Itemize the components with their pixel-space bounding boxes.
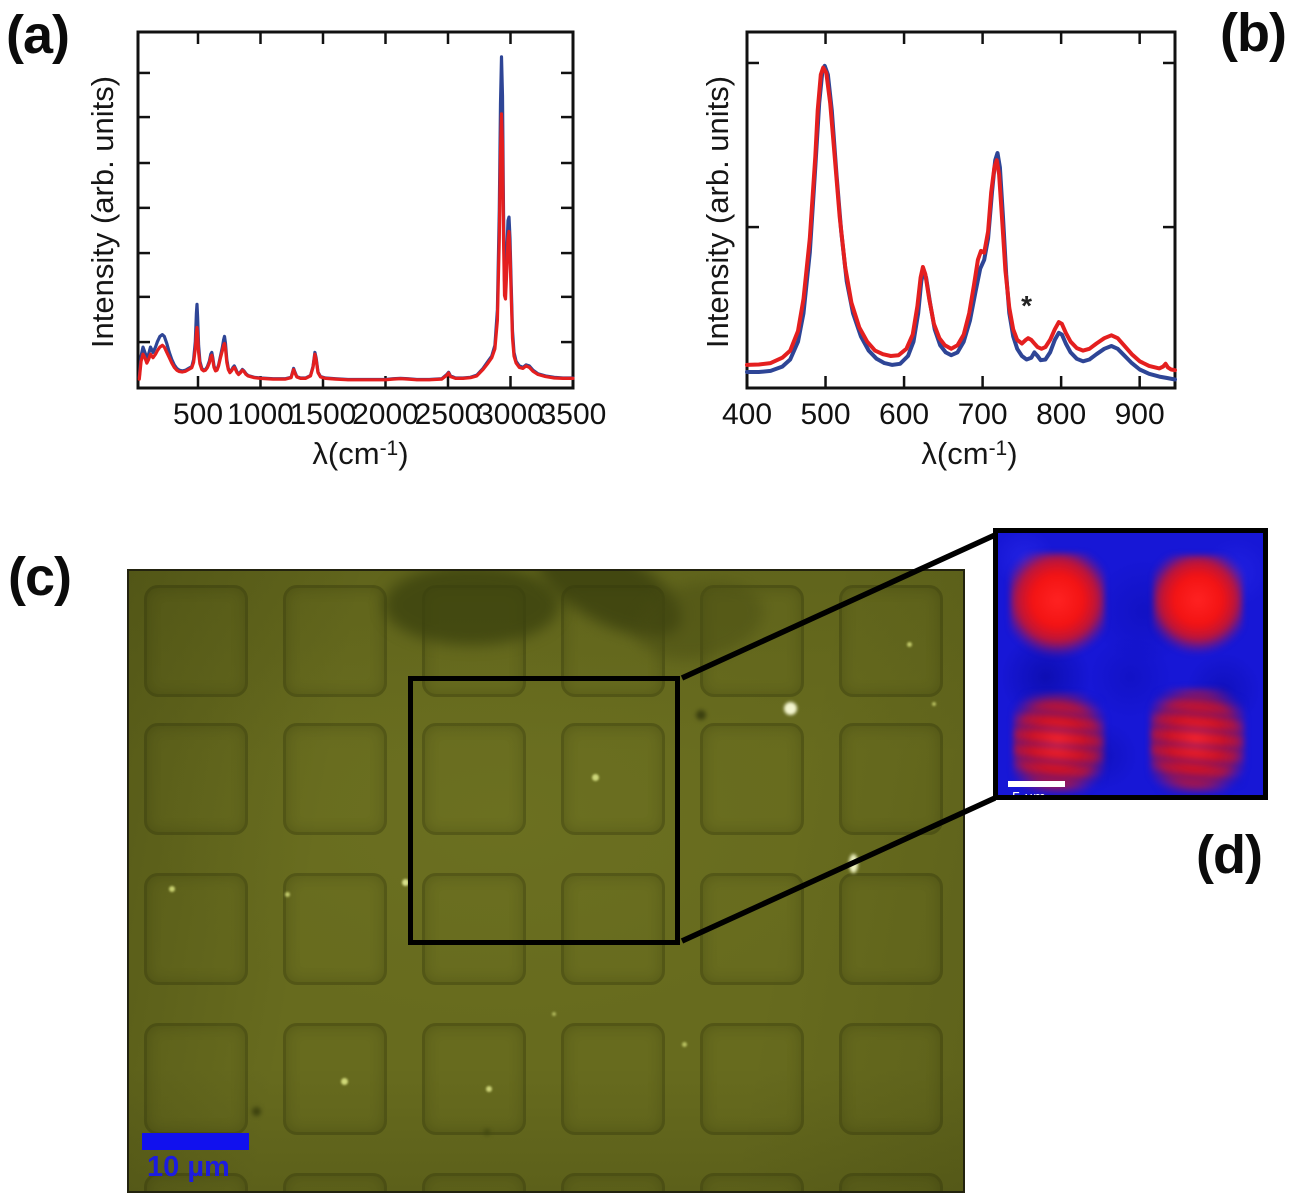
x-tick-label: 1500 xyxy=(290,398,357,431)
micropattern-square xyxy=(283,585,387,697)
micropattern-square xyxy=(561,1173,665,1191)
peak-asterisk-annotation: * xyxy=(1021,290,1032,321)
raman-map-image: 5 µm xyxy=(993,528,1268,800)
panel-b-xlabel: λ(cm-1) xyxy=(921,436,1018,471)
x-tick-label: 2500 xyxy=(415,398,482,431)
x-tick-label: 3500 xyxy=(540,398,607,431)
micropattern-square xyxy=(839,1173,943,1191)
zoom-region-rectangle xyxy=(408,676,680,945)
speck xyxy=(932,702,936,706)
speck xyxy=(169,886,175,892)
series-spectrum-blue xyxy=(137,55,575,382)
micropattern-square xyxy=(561,873,665,985)
series-spectrum-red xyxy=(745,65,1177,373)
speck xyxy=(552,1012,556,1016)
raman-map-blob xyxy=(1010,553,1105,658)
x-tick-label: 700 xyxy=(958,398,1008,431)
x-tick-label: 1000 xyxy=(227,398,294,431)
speck xyxy=(849,854,858,873)
x-tick-label: 2000 xyxy=(352,398,419,431)
panel-a-label: (a) xyxy=(6,5,70,65)
micropattern-square xyxy=(700,1023,804,1135)
micropattern-square xyxy=(839,1023,943,1135)
x-tick-label: 800 xyxy=(1036,398,1086,431)
speck xyxy=(486,1086,492,1092)
micropattern-square xyxy=(839,873,943,985)
micropattern-square xyxy=(700,873,804,985)
x-tick-label: 400 xyxy=(722,398,772,431)
micropattern-square xyxy=(283,1023,387,1135)
dark-debris-patch xyxy=(384,571,559,645)
speck xyxy=(484,1129,490,1135)
speck xyxy=(402,879,409,886)
micropattern-square xyxy=(422,873,526,985)
raman-map-blob xyxy=(1153,555,1243,655)
series-spectrum-red xyxy=(137,112,575,382)
scalebar-5um-label: 5 µm xyxy=(1012,789,1046,800)
micropattern-square xyxy=(283,723,387,835)
panel-b-label: (b) xyxy=(1220,3,1287,63)
micropattern-square xyxy=(144,723,248,835)
micropattern-square xyxy=(422,1173,526,1191)
scalebar-5um xyxy=(1008,781,1065,787)
x-tick-label: 500 xyxy=(801,398,851,431)
micropattern-square xyxy=(839,585,943,697)
x-tick-label: 600 xyxy=(879,398,929,431)
micropattern-square xyxy=(422,1023,526,1135)
panel-a-xlabel: λ(cm-1) xyxy=(312,436,409,471)
x-tick-label: 900 xyxy=(1115,398,1165,431)
x-tick-label: 500 xyxy=(173,398,223,431)
micropattern-square xyxy=(144,585,248,697)
micropattern-square xyxy=(283,873,387,985)
scalebar-10um xyxy=(142,1133,249,1150)
panel-d-label: (d) xyxy=(1196,825,1263,885)
x-tick-label: 3000 xyxy=(477,398,544,431)
micropattern-square xyxy=(700,723,804,835)
speck xyxy=(252,1107,261,1116)
micropattern-square xyxy=(561,723,665,835)
micropattern-square xyxy=(144,1173,248,1191)
speck xyxy=(592,774,599,781)
micropattern-square xyxy=(144,873,248,985)
raman-spectrum-zoom-plot: 400 500 600 700 800 900 * xyxy=(722,30,1177,431)
micropattern-square xyxy=(839,723,943,835)
micropattern-square xyxy=(700,1173,804,1191)
speck xyxy=(907,642,912,647)
speck xyxy=(784,702,797,715)
scalebar-10um-label: 10 µm xyxy=(147,1151,230,1183)
micropattern-square xyxy=(561,1023,665,1135)
panel-a-ylabel: Intensity (arb. units) xyxy=(85,75,120,349)
speck xyxy=(682,1042,687,1047)
raman-map-blob xyxy=(1013,693,1105,793)
micropattern-square xyxy=(283,1173,387,1191)
micropattern-square xyxy=(422,723,526,835)
speck xyxy=(696,710,706,720)
micropattern-square xyxy=(144,1023,248,1135)
speck xyxy=(341,1078,348,1085)
speck xyxy=(285,892,290,897)
panel-c-label: (c) xyxy=(8,547,72,607)
panel-b-ylabel: Intensity (arb. units) xyxy=(700,75,735,349)
raman-map-blob xyxy=(1150,688,1245,793)
